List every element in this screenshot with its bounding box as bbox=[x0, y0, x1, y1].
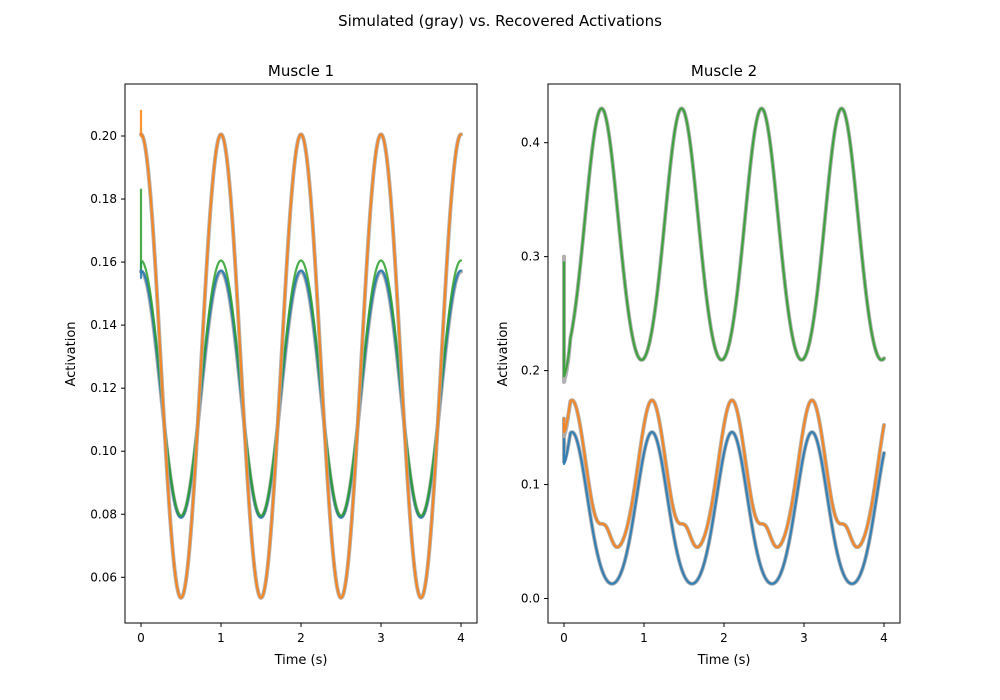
x-tick-label: 4 bbox=[880, 631, 888, 645]
y-tick-label: 0.18 bbox=[90, 192, 117, 206]
series-line-recovered-blue bbox=[139, 260, 463, 519]
series-line-recovered-green bbox=[139, 188, 463, 517]
y-axis-label: Activation bbox=[496, 321, 511, 386]
x-tick-label: 1 bbox=[217, 631, 225, 645]
y-tick-label: 0.1 bbox=[521, 478, 540, 492]
y-tick-label: 0.12 bbox=[90, 381, 117, 395]
chart-muscle-2: Muscle 2 0 1 2 3 4 0.0 0.1 0.2 0.3 0.4 Time (s) A… bbox=[496, 62, 901, 668]
y-tick-label: 0.3 bbox=[521, 250, 540, 264]
chart-title: Muscle 1 bbox=[268, 62, 334, 80]
x-axis-label: Time (s) bbox=[697, 653, 751, 668]
x-tick-label: 1 bbox=[640, 631, 648, 645]
y-tick-label: 0.10 bbox=[90, 444, 117, 458]
y-tick-label: 0.16 bbox=[90, 255, 117, 269]
chart-title: Muscle 2 bbox=[691, 62, 757, 80]
x-tick-label: 0 bbox=[137, 631, 145, 645]
y-tick-label: 0.06 bbox=[90, 570, 117, 584]
plot-frame bbox=[124, 83, 478, 624]
chart-muscle-1: Muscle 1 0 1 2 3 4 0.06 0.08 0.10 0.12 0.14 0.16 0.… bbox=[64, 62, 478, 668]
x-tick-label: 0 bbox=[560, 631, 568, 645]
y-axis-label: Activation bbox=[64, 321, 79, 386]
series-line-simulated-gray bbox=[139, 132, 463, 600]
y-tick-label: 0.4 bbox=[521, 136, 540, 150]
series-line-recovered-orange bbox=[139, 109, 463, 599]
y-tick-label: 0.0 bbox=[521, 592, 540, 606]
x-tick-label: 3 bbox=[377, 631, 385, 645]
x-tick-label: 2 bbox=[297, 631, 305, 645]
y-tick-label: 0.08 bbox=[90, 507, 117, 521]
x-tick-label: 3 bbox=[800, 631, 808, 645]
figure-suptitle: Simulated (gray) vs. Recovered Activatio… bbox=[338, 12, 662, 30]
y-tick-label: 0.2 bbox=[521, 364, 540, 378]
plot-frame bbox=[547, 83, 901, 624]
x-tick-label: 4 bbox=[457, 631, 465, 645]
y-tick-label: 0.14 bbox=[90, 318, 117, 332]
y-tick-label: 0.20 bbox=[90, 129, 117, 143]
series-line-recovered-green bbox=[562, 107, 886, 378]
series-line-simulated-gray bbox=[139, 269, 463, 519]
series-line-recovered-orange bbox=[562, 399, 886, 549]
x-tick-label: 2 bbox=[720, 631, 728, 645]
series-line-recovered-blue bbox=[562, 431, 886, 585]
x-axis-label: Time (s) bbox=[274, 653, 328, 668]
